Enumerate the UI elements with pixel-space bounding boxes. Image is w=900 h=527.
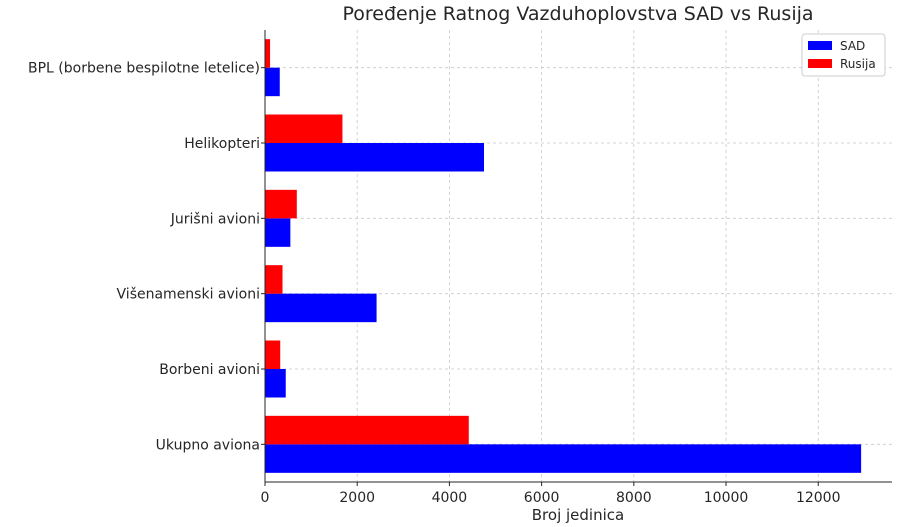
bar-rusija-5 bbox=[265, 39, 271, 68]
bar-rusija-4 bbox=[265, 114, 343, 143]
x-tick-label: 12000 bbox=[796, 490, 841, 506]
x-axis-label: Broj jedinica bbox=[532, 506, 624, 524]
bar-rusija-1 bbox=[265, 340, 281, 369]
axis-layer: 0 2000 4000 6000 8000 10000 12000 Ukupno aviona… bbox=[28, 30, 892, 506]
bar-sad-4 bbox=[265, 143, 484, 172]
x-tick-label: 4000 bbox=[432, 490, 468, 506]
legend-label-rusija: Rusija bbox=[840, 57, 876, 71]
x-tick-label: 6000 bbox=[524, 490, 560, 506]
chart-title: Poređenje Ratnog Vazduhoplovstva SAD vs … bbox=[342, 3, 813, 25]
legend-swatch-sad bbox=[808, 41, 832, 50]
x-tick-label: 8000 bbox=[616, 490, 652, 506]
bar-layer bbox=[265, 39, 862, 473]
grid-layer bbox=[264, 30, 892, 482]
x-tick-label: 0 bbox=[261, 490, 270, 506]
category-label: BPL (borbene bespilotne letelice) bbox=[28, 61, 260, 77]
category-label: Borbeni avioni bbox=[159, 362, 260, 378]
legend: SAD Rusija bbox=[801, 33, 886, 77]
bar-rusija-3 bbox=[265, 189, 297, 219]
x-tick-label: 2000 bbox=[339, 490, 375, 506]
category-label: Ukupno aviona bbox=[156, 437, 260, 453]
bar-sad-5 bbox=[265, 67, 280, 97]
bar-rusija-2 bbox=[265, 265, 283, 294]
category-label: Jurišni avioni bbox=[170, 211, 260, 227]
bar-rusija-0 bbox=[265, 415, 469, 445]
bar-sad-2 bbox=[265, 293, 377, 323]
bar-sad-1 bbox=[265, 369, 286, 398]
bar-sad-3 bbox=[265, 218, 291, 247]
category-label: Višenamenski avioni bbox=[117, 287, 260, 303]
category-label: Helikopteri bbox=[184, 136, 260, 152]
legend-swatch-rusija bbox=[808, 59, 832, 68]
bar-sad-0 bbox=[265, 444, 862, 473]
legend-label-sad: SAD bbox=[840, 39, 865, 53]
x-tick-label: 10000 bbox=[704, 490, 749, 506]
